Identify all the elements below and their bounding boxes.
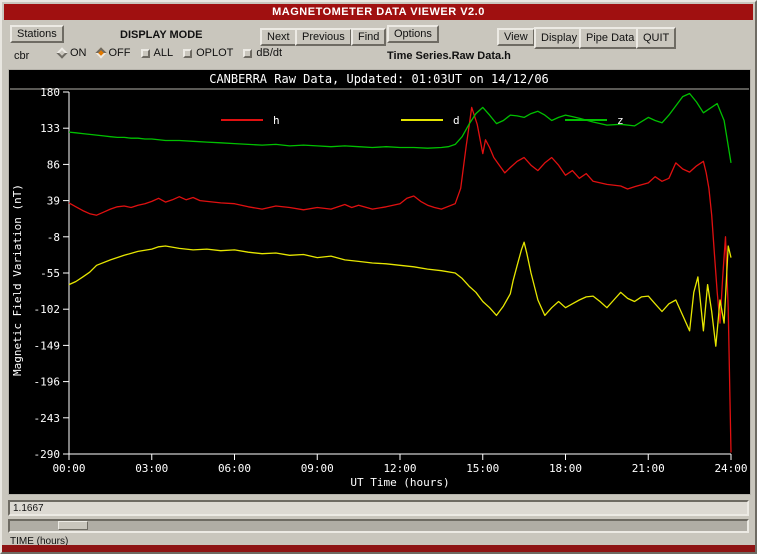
checkbox-dbdt[interactable]: dB/dt bbox=[243, 47, 282, 59]
view-button[interactable]: View bbox=[497, 28, 535, 46]
checkbox-indicator[interactable] bbox=[140, 48, 150, 58]
series-h-line bbox=[68, 106, 732, 453]
y-tick-label: 39 bbox=[47, 195, 60, 208]
legend-label-d: d bbox=[453, 114, 460, 127]
previous-button[interactable]: Previous bbox=[295, 28, 352, 46]
checkbox-all[interactable]: ALL bbox=[140, 47, 174, 59]
y-tick-label: -290 bbox=[34, 448, 61, 461]
display-mode-toggles: ON OFF ALL OPLOT dB/dt bbox=[56, 47, 282, 59]
radio-off[interactable]: OFF bbox=[94, 47, 131, 59]
x-tick-label: 03:00 bbox=[135, 462, 168, 475]
legend-label-h: h bbox=[273, 114, 280, 127]
y-tick-label: -8 bbox=[47, 231, 60, 244]
quit-button[interactable]: QUIT bbox=[636, 27, 677, 49]
plot-title: CANBERRA Raw Data, Updated: 01:03UT on 1… bbox=[209, 72, 549, 86]
radio-on-label: ON bbox=[70, 47, 87, 59]
x-tick-label: 21:00 bbox=[632, 462, 665, 475]
checkbox-dbdt-label: dB/dt bbox=[256, 47, 283, 59]
display-button[interactable]: Display bbox=[534, 27, 585, 49]
y-tick-label: 86 bbox=[47, 158, 60, 171]
time-slider[interactable] bbox=[8, 519, 749, 533]
y-tick-label: -102 bbox=[34, 303, 61, 316]
x-tick-label: 09:00 bbox=[301, 462, 334, 475]
pipe-data-button[interactable]: Pipe Data bbox=[579, 27, 642, 49]
radio-indicator[interactable] bbox=[94, 47, 107, 59]
y-tick-label: 180 bbox=[40, 86, 60, 99]
series-d-line bbox=[68, 241, 732, 347]
radio-indicator[interactable] bbox=[56, 47, 68, 59]
find-button[interactable]: Find bbox=[351, 28, 387, 46]
series-path-label: Time Series.Raw Data.h bbox=[387, 50, 511, 62]
y-tick-label: -55 bbox=[40, 267, 60, 280]
time-slider-label: TIME (hours) bbox=[10, 536, 69, 547]
x-tick-label: 06:00 bbox=[218, 462, 251, 475]
checkbox-all-label: ALL bbox=[153, 47, 174, 59]
x-tick-label: 18:00 bbox=[549, 462, 582, 475]
x-tick-label: 12:00 bbox=[383, 462, 416, 475]
series-z-line bbox=[68, 92, 732, 164]
checkbox-oplot-label: OPLOT bbox=[196, 47, 234, 59]
radio-off-label: OFF bbox=[108, 47, 131, 59]
x-tick-label: 15:00 bbox=[466, 462, 499, 475]
station-code-label: cbr bbox=[14, 50, 30, 62]
y-tick-label: 133 bbox=[40, 122, 60, 135]
time-slider-handle[interactable] bbox=[58, 521, 88, 530]
legend-label-z: z bbox=[617, 114, 624, 127]
plot-panel: CANBERRA Raw Data, Updated: 01:03UT on 1… bbox=[8, 69, 751, 495]
checkbox-indicator[interactable] bbox=[183, 48, 193, 58]
next-button[interactable]: Next bbox=[260, 28, 297, 46]
y-tick-label: -196 bbox=[34, 376, 61, 389]
toolbar: Stations DISPLAY MODE cbr ON OFF ALL OPL… bbox=[4, 20, 753, 69]
y-tick-label: -149 bbox=[34, 339, 61, 352]
x-axis-label: UT Time (hours) bbox=[350, 476, 449, 489]
stations-button[interactable]: Stations bbox=[10, 25, 64, 43]
time-value-input[interactable] bbox=[8, 500, 749, 516]
options-button[interactable]: Options bbox=[387, 25, 439, 43]
y-tick-label: -243 bbox=[34, 412, 61, 425]
checkbox-oplot[interactable]: OPLOT bbox=[183, 47, 233, 59]
window-title: MAGNETOMETER DATA VIEWER V2.0 bbox=[4, 4, 753, 20]
plot-canvas: CANBERRA Raw Data, Updated: 01:03UT on 1… bbox=[10, 72, 749, 489]
checkbox-indicator[interactable] bbox=[243, 48, 253, 58]
x-tick-label: 24:00 bbox=[714, 462, 747, 475]
radio-on[interactable]: ON bbox=[56, 47, 87, 59]
x-tick-label: 00:00 bbox=[52, 462, 85, 475]
display-mode-label: DISPLAY MODE bbox=[120, 29, 203, 41]
bottom-strip bbox=[2, 545, 755, 552]
y-axis-label: Magnetic Field Variation (nT) bbox=[11, 184, 24, 376]
